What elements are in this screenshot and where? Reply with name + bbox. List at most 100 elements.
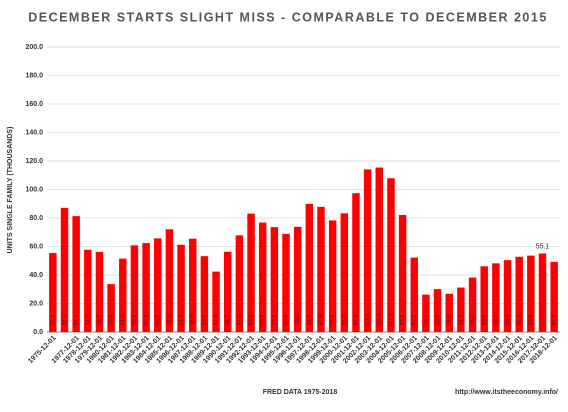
value-label: 61.2 [179,315,185,326]
bar [189,238,197,332]
value-label: 73.8 [295,315,301,326]
bar [305,203,314,332]
value-label: 33.6 [109,315,115,326]
y-tick-label: 20.0 [29,300,43,307]
bar [212,271,220,332]
value-label: 48.2 [493,315,499,326]
bar [352,193,360,332]
value-label: 56.3 [225,315,231,326]
y-tick-label: 60.0 [29,243,43,250]
bar [468,277,477,332]
value-label: 81.3 [74,315,80,326]
value-label: 65.5 [190,315,196,326]
bar [154,238,162,332]
bar [340,213,349,332]
bar [363,169,372,332]
value-label: 46.1 [482,315,488,326]
bar [165,229,174,332]
value-label: 87.1 [62,315,68,326]
bar [49,253,57,332]
y-tick-label: 160.0 [25,101,43,108]
bar [177,244,185,332]
value-label: 87.8 [318,315,324,326]
value-label: 65.7 [155,315,161,326]
bar [60,207,69,332]
bar [433,289,442,332]
x-axis-label: FRED DATA 1975-2018 [263,389,338,396]
value-label: 53.2 [202,315,208,326]
value-label: 53.6 [528,315,534,326]
bar [317,206,325,332]
value-label: 49.2 [552,315,558,326]
value-label: 115.4 [377,313,383,326]
bar [527,255,535,332]
bar [72,216,80,332]
value-label: 30.1 [435,315,441,326]
bar [492,263,500,332]
bar [95,251,104,332]
bar [480,266,488,332]
value-label: 78.3 [330,315,336,326]
y-tick-label: 80.0 [29,215,43,222]
y-tick-label: 40.0 [29,272,43,279]
bar [84,249,92,332]
bar [293,226,302,332]
value-label: 31.2 [458,315,464,326]
bar [550,261,558,332]
bar [410,257,418,332]
value-label: 52.2 [412,315,418,326]
bar [130,245,139,332]
annotation: 55.1 [536,243,550,250]
value-label: 60.8 [132,315,138,326]
value-label: 57.7 [85,315,91,326]
value-label: 73.6 [272,315,278,326]
value-label: 52.8 [517,315,523,326]
y-tick-label: 180.0 [25,72,43,79]
bar [387,178,395,332]
value-label: 67.8 [237,315,243,326]
bar [445,293,453,332]
bar [398,215,407,332]
bar [142,243,150,332]
value-label: 38.2 [470,315,476,326]
bar [270,227,279,332]
bar [375,167,384,332]
value-label: 72.1 [167,315,173,326]
value-label: 68.9 [283,315,289,326]
bar [282,233,290,332]
bar [457,287,465,332]
value-label: 114.1 [365,313,371,326]
value-label: 55.4 [50,315,56,326]
value-label: 82.1 [400,315,406,326]
value-label: 107.9 [388,313,394,327]
value-label: 83.3 [342,315,348,326]
value-label: 76.8 [260,315,266,326]
bar [200,256,209,332]
y-tick-label: 120.0 [25,158,43,165]
bar [235,235,244,332]
bar [422,294,430,332]
value-label: 26.8 [447,315,453,326]
value-label: 83.1 [248,315,254,326]
value-label: 56.2 [97,315,103,326]
chart-title: DECEMBER STARTS SLIGHT MISS - COMPARABLE… [28,10,548,24]
bar [223,251,232,332]
y-tick-label: 100.0 [25,186,43,193]
bar [247,213,255,332]
y-tick-label: 140.0 [25,129,43,136]
y-axis-label: UNITS SINGLE FAMILY (THOUSANDS) [7,127,14,254]
bar [538,253,547,332]
value-label: 26.2 [423,315,429,326]
value-label: 62.4 [144,315,150,326]
value-label: 89.9 [307,315,313,326]
y-tick-label: 200.0 [25,44,43,51]
bar [258,222,267,332]
value-label: 42.4 [214,315,220,326]
bar [107,284,115,332]
bar [503,260,512,332]
bar [119,258,127,332]
bar [515,256,523,332]
value-label: 50.4 [505,315,511,326]
value-label: 51.5 [120,315,126,326]
